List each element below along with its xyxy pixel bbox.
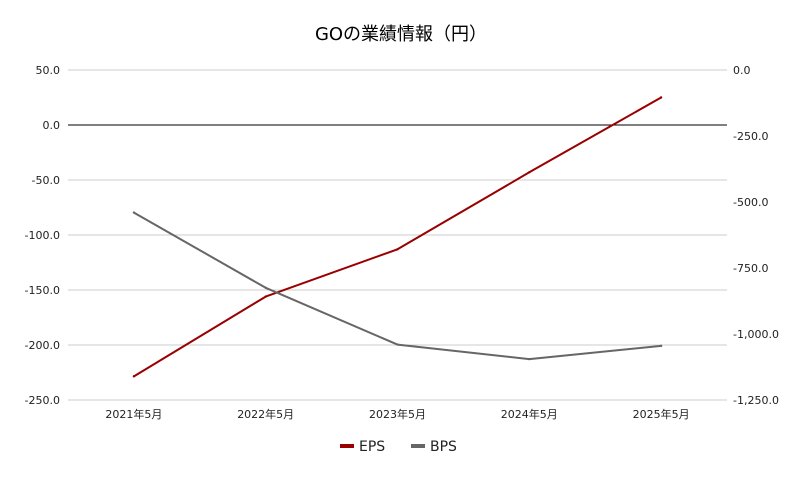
x-tick-label: 2023年5月 [369,407,426,421]
series-line-eps [133,96,662,378]
data-point-bps [132,211,136,214]
data-point-eps [659,96,663,99]
legend-swatch [340,444,354,448]
left-tick-label: -50.0 [32,174,60,187]
right-tick-label: -1,000.0 [733,328,779,341]
left-tick-label: -250.0 [25,394,60,407]
data-point-bps [659,344,663,348]
x-tick-label: 2025年5月 [633,407,690,421]
legend-item-eps[interactable]: EPS [340,439,385,455]
legend-label: BPS [430,439,457,455]
x-tick-label: 2021年5月 [105,407,162,421]
legend-swatch [411,444,425,448]
legend-item-bps[interactable]: BPS [411,439,457,455]
left-axis-ticks: 50.0 0.0 -50.0 -100.0 -150.0 -200.0 -250.0 [25,64,60,407]
right-tick-label: 0.0 [733,64,751,77]
chart-title: GOの業績情報（円） [315,24,487,45]
data-point-bps [396,343,399,346]
data-point-eps [396,248,399,251]
x-tick-label: 2024年5月 [501,407,558,421]
data-point-bps [528,357,531,361]
right-axis-ticks: 0.0 -250.0 -500.0 -750.0 -1,000.0 -1,250.0 [733,64,779,407]
data-point-eps [264,295,267,298]
series-lines [132,96,663,378]
left-tick-label: -150.0 [25,284,60,297]
left-tick-label: -100.0 [25,229,60,242]
right-tick-label: -250.0 [733,130,768,143]
right-tick-label: -500.0 [733,196,768,209]
right-tick-label: -1,250.0 [733,394,779,407]
data-point-eps [528,171,531,174]
gridlines [68,69,727,401]
x-axis-ticks: 2021年5月 2022年5月 2023年5月 2024年5月 2025年5月 [105,407,689,421]
left-tick-label: -200.0 [25,339,60,352]
left-tick-label: 0.0 [43,119,61,132]
data-point-bps [264,286,267,289]
data-point-eps [132,375,136,378]
left-tick-label: 50.0 [36,64,61,77]
right-tick-label: -750.0 [733,262,768,275]
legend-label: EPS [359,439,385,455]
x-tick-label: 2022年5月 [237,407,294,421]
legend[interactable]: EPS BPS [340,439,457,455]
